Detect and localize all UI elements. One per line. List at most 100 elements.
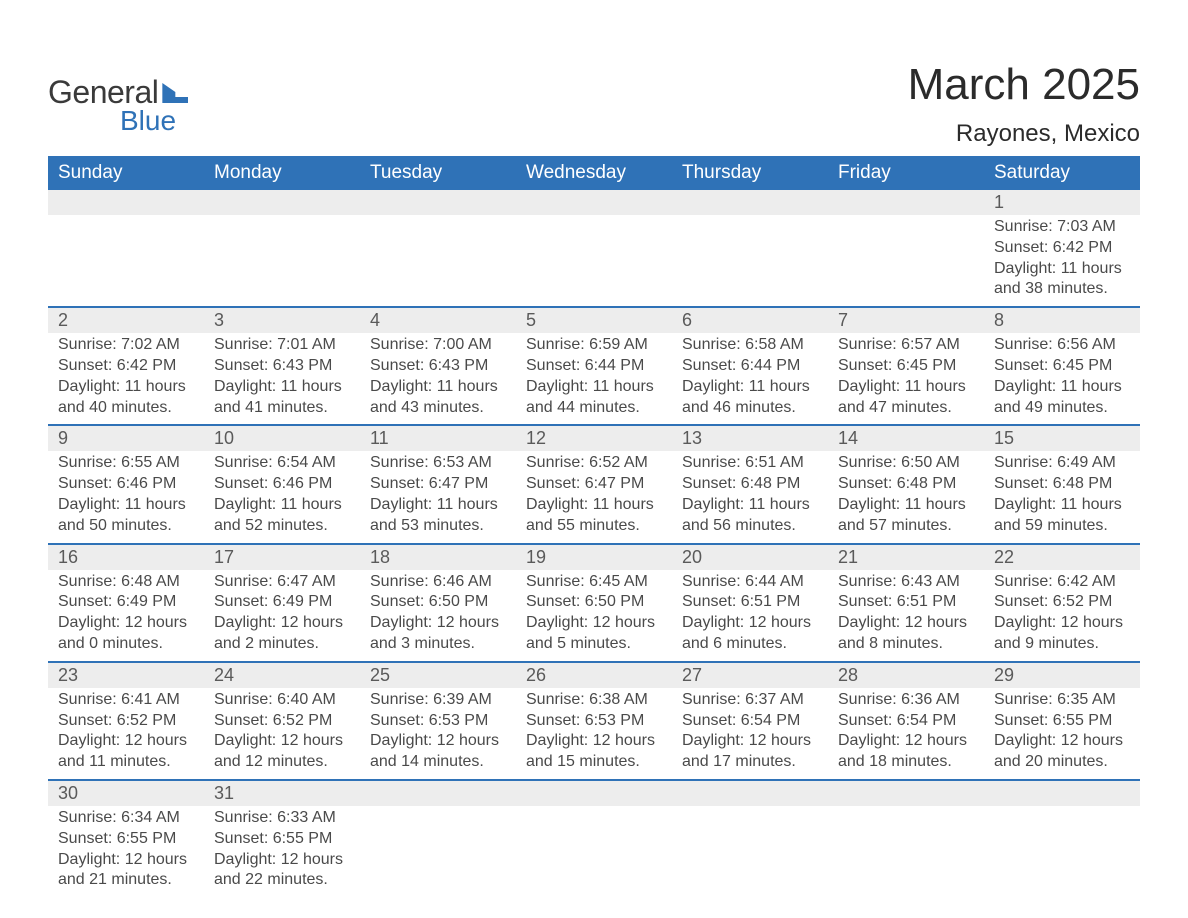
day-number: 4 <box>360 307 516 333</box>
day-detail: Sunrise: 6:52 AM Sunset: 6:47 PM Dayligh… <box>516 451 672 543</box>
day-number <box>516 780 672 806</box>
day-number <box>360 190 516 215</box>
day-detail: Sunrise: 6:34 AM Sunset: 6:55 PM Dayligh… <box>48 806 204 897</box>
day-number: 27 <box>672 662 828 688</box>
day-number: 14 <box>828 425 984 451</box>
day-detail: Sunrise: 6:38 AM Sunset: 6:53 PM Dayligh… <box>516 688 672 780</box>
col-saturday: Saturday <box>984 156 1140 190</box>
day-number <box>672 780 828 806</box>
day-detail: Sunrise: 6:33 AM Sunset: 6:55 PM Dayligh… <box>204 806 360 897</box>
day-detail: Sunrise: 6:51 AM Sunset: 6:48 PM Dayligh… <box>672 451 828 543</box>
day-number: 6 <box>672 307 828 333</box>
detail-row: Sunrise: 6:34 AM Sunset: 6:55 PM Dayligh… <box>48 806 1140 897</box>
day-detail: Sunrise: 6:46 AM Sunset: 6:50 PM Dayligh… <box>360 570 516 662</box>
day-number <box>516 190 672 215</box>
day-number: 1 <box>984 190 1140 215</box>
day-detail: Sunrise: 6:55 AM Sunset: 6:46 PM Dayligh… <box>48 451 204 543</box>
daynum-row: 2345678 <box>48 307 1140 333</box>
day-number: 19 <box>516 544 672 570</box>
day-number <box>672 190 828 215</box>
day-number: 17 <box>204 544 360 570</box>
col-monday: Monday <box>204 156 360 190</box>
day-detail <box>360 215 516 307</box>
day-detail <box>516 215 672 307</box>
day-detail: Sunrise: 6:56 AM Sunset: 6:45 PM Dayligh… <box>984 333 1140 425</box>
day-number: 23 <box>48 662 204 688</box>
day-number: 7 <box>828 307 984 333</box>
day-number: 22 <box>984 544 1140 570</box>
detail-row: Sunrise: 6:55 AM Sunset: 6:46 PM Dayligh… <box>48 451 1140 543</box>
day-number <box>984 780 1140 806</box>
day-detail <box>828 215 984 307</box>
day-detail <box>516 806 672 897</box>
day-detail: Sunrise: 7:03 AM Sunset: 6:42 PM Dayligh… <box>984 215 1140 307</box>
logo-text-blue: Blue <box>120 105 188 137</box>
day-detail: Sunrise: 7:02 AM Sunset: 6:42 PM Dayligh… <box>48 333 204 425</box>
day-detail: Sunrise: 6:44 AM Sunset: 6:51 PM Dayligh… <box>672 570 828 662</box>
daynum-row: 9101112131415 <box>48 425 1140 451</box>
day-detail: Sunrise: 6:39 AM Sunset: 6:53 PM Dayligh… <box>360 688 516 780</box>
day-number: 11 <box>360 425 516 451</box>
day-number: 5 <box>516 307 672 333</box>
day-detail: Sunrise: 6:42 AM Sunset: 6:52 PM Dayligh… <box>984 570 1140 662</box>
daynum-row: 1 <box>48 190 1140 215</box>
day-detail <box>204 215 360 307</box>
day-detail: Sunrise: 6:43 AM Sunset: 6:51 PM Dayligh… <box>828 570 984 662</box>
day-detail <box>360 806 516 897</box>
day-number: 31 <box>204 780 360 806</box>
day-detail: Sunrise: 6:49 AM Sunset: 6:48 PM Dayligh… <box>984 451 1140 543</box>
day-number <box>48 190 204 215</box>
day-detail: Sunrise: 6:53 AM Sunset: 6:47 PM Dayligh… <box>360 451 516 543</box>
day-number: 12 <box>516 425 672 451</box>
day-number <box>828 780 984 806</box>
day-number: 9 <box>48 425 204 451</box>
logo-shape-icon <box>162 83 188 103</box>
col-wednesday: Wednesday <box>516 156 672 190</box>
day-detail <box>48 215 204 307</box>
detail-row: Sunrise: 7:02 AM Sunset: 6:42 PM Dayligh… <box>48 333 1140 425</box>
day-number: 3 <box>204 307 360 333</box>
day-detail: Sunrise: 6:58 AM Sunset: 6:44 PM Dayligh… <box>672 333 828 425</box>
day-number: 16 <box>48 544 204 570</box>
day-number: 21 <box>828 544 984 570</box>
day-detail: Sunrise: 6:45 AM Sunset: 6:50 PM Dayligh… <box>516 570 672 662</box>
calendar-body: 1Sunrise: 7:03 AM Sunset: 6:42 PM Daylig… <box>48 190 1140 897</box>
day-number: 20 <box>672 544 828 570</box>
title-block: March 2025 Rayones, Mexico <box>908 60 1140 148</box>
day-number: 13 <box>672 425 828 451</box>
page-subtitle: Rayones, Mexico <box>908 120 1140 148</box>
day-number: 25 <box>360 662 516 688</box>
day-number: 30 <box>48 780 204 806</box>
day-detail <box>672 806 828 897</box>
day-number <box>204 190 360 215</box>
detail-row: Sunrise: 6:41 AM Sunset: 6:52 PM Dayligh… <box>48 688 1140 780</box>
day-detail <box>828 806 984 897</box>
page-title: March 2025 <box>908 60 1140 110</box>
day-number <box>360 780 516 806</box>
daynum-row: 16171819202122 <box>48 544 1140 570</box>
daynum-row: 3031 <box>48 780 1140 806</box>
day-detail: Sunrise: 7:00 AM Sunset: 6:43 PM Dayligh… <box>360 333 516 425</box>
day-detail: Sunrise: 6:50 AM Sunset: 6:48 PM Dayligh… <box>828 451 984 543</box>
daynum-row: 23242526272829 <box>48 662 1140 688</box>
day-detail: Sunrise: 6:35 AM Sunset: 6:55 PM Dayligh… <box>984 688 1140 780</box>
day-detail: Sunrise: 6:37 AM Sunset: 6:54 PM Dayligh… <box>672 688 828 780</box>
day-detail: Sunrise: 6:59 AM Sunset: 6:44 PM Dayligh… <box>516 333 672 425</box>
day-detail: Sunrise: 6:54 AM Sunset: 6:46 PM Dayligh… <box>204 451 360 543</box>
detail-row: Sunrise: 7:03 AM Sunset: 6:42 PM Dayligh… <box>48 215 1140 307</box>
day-number: 10 <box>204 425 360 451</box>
day-number: 8 <box>984 307 1140 333</box>
day-detail: Sunrise: 6:57 AM Sunset: 6:45 PM Dayligh… <box>828 333 984 425</box>
day-number: 15 <box>984 425 1140 451</box>
day-number: 26 <box>516 662 672 688</box>
col-tuesday: Tuesday <box>360 156 516 190</box>
day-detail: Sunrise: 6:40 AM Sunset: 6:52 PM Dayligh… <box>204 688 360 780</box>
day-number <box>828 190 984 215</box>
day-detail: Sunrise: 6:47 AM Sunset: 6:49 PM Dayligh… <box>204 570 360 662</box>
header: General Blue March 2025 Rayones, Mexico <box>48 60 1140 148</box>
day-number: 18 <box>360 544 516 570</box>
day-number: 24 <box>204 662 360 688</box>
day-header-row: Sunday Monday Tuesday Wednesday Thursday… <box>48 156 1140 190</box>
calendar-table: Sunday Monday Tuesday Wednesday Thursday… <box>48 156 1140 897</box>
day-detail <box>984 806 1140 897</box>
